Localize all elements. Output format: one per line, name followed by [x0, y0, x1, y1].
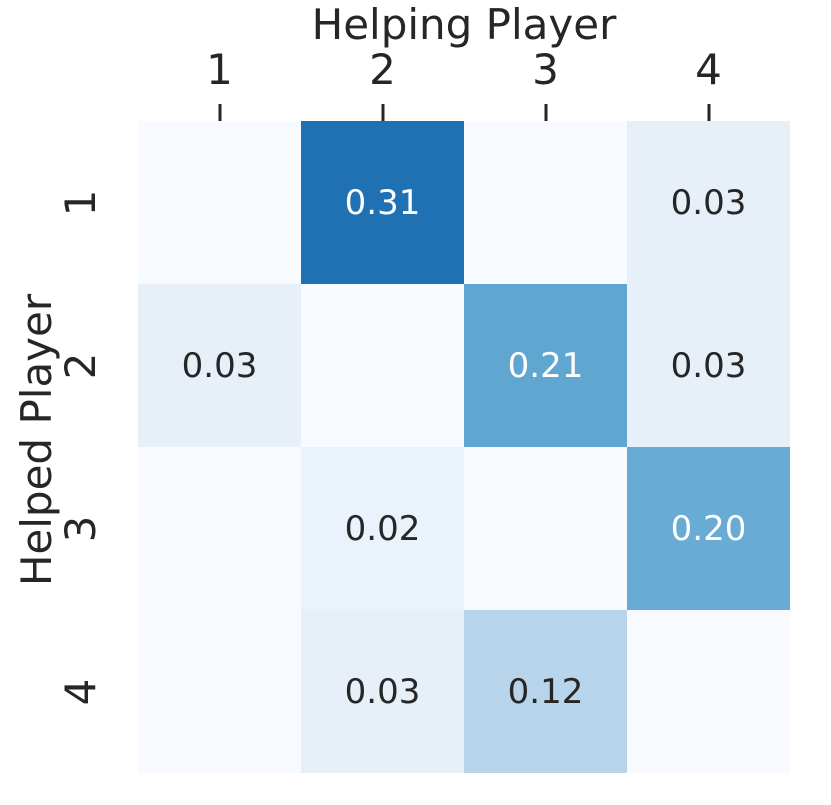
heatmap-cell-r3-c2: 0.02: [301, 447, 464, 610]
heatmap-cell-r4-c3: 0.12: [464, 610, 627, 773]
x-tick-label-3: 3: [532, 45, 559, 94]
y-tick-label-1: 1: [56, 189, 105, 216]
heatmap-cell-r3-c1: [138, 447, 301, 610]
x-tick-mark-2: [381, 104, 384, 121]
x-tick-label-4: 4: [695, 45, 722, 94]
heatmap-cell-r2-c2: [301, 284, 464, 447]
heatmap-cell-r1-c3: [464, 121, 627, 284]
y-tick-label-3: 3: [56, 515, 105, 542]
y-tick-label-2: 2: [56, 352, 105, 379]
y-axis-title: Helped Player: [12, 293, 61, 587]
x-axis-title: Helping Player: [311, 0, 617, 49]
heatmap-cell-r1-c2: 0.31: [301, 121, 464, 284]
x-tick-mark-1: [218, 104, 221, 121]
heatmap-cell-r4-c4: [627, 610, 790, 773]
x-tick-label-2: 2: [369, 45, 396, 94]
heatmap-grid: 0.31 0.03 0.03 0.21 0.03 0.02 0.20 0.03 0.12: [138, 121, 790, 773]
heatmap-cell-r1-c4: 0.03: [627, 121, 790, 284]
heatmap-cell-r3-c3: [464, 447, 627, 610]
y-tick-label-4: 4: [56, 678, 105, 705]
x-tick-label-1: 1: [206, 45, 233, 94]
heatmap-cell-r3-c4: 0.20: [627, 447, 790, 610]
heatmap-cell-r4-c2: 0.03: [301, 610, 464, 773]
heatmap-cell-r2-c4: 0.03: [627, 284, 790, 447]
x-tick-mark-4: [707, 104, 710, 121]
x-tick-mark-3: [544, 104, 547, 121]
heatmap-cell-r2-c3: 0.21: [464, 284, 627, 447]
heatmap-cell-r1-c1: [138, 121, 301, 284]
heatmap-cell-r4-c1: [138, 610, 301, 773]
heatmap-cell-r2-c1: 0.03: [138, 284, 301, 447]
